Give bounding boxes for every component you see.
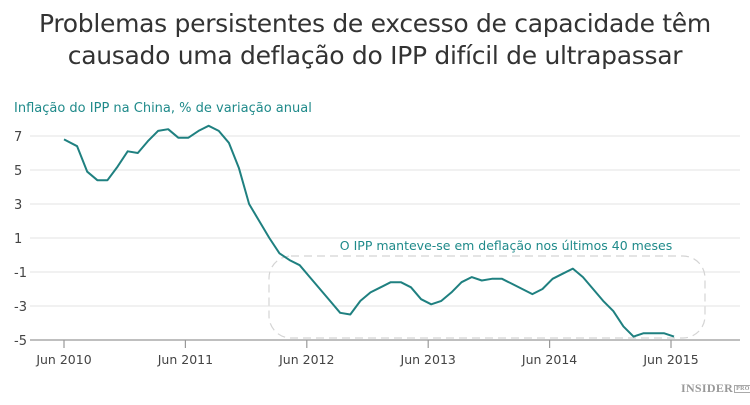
y-axis-label: Inflação do IPP na China, % de variação … <box>14 101 312 116</box>
annotation-label: O IPP manteve-se em deflação nos últimos… <box>340 238 672 253</box>
logo-sub: PRO <box>734 385 750 393</box>
insider-pro-logo: INSIDER PRO <box>681 381 750 396</box>
y-tick-label: -3 <box>14 300 27 315</box>
x-tick-label: Jun 2011 <box>157 352 213 367</box>
y-tick-label: 7 <box>14 130 22 145</box>
chart-title: Problemas persistentes de excesso de cap… <box>39 9 711 70</box>
deflation-highlight-box <box>268 255 706 339</box>
x-tick-label: Jun 2013 <box>400 352 456 367</box>
y-tick-label: -5 <box>14 334 27 349</box>
logo-text: INSIDER <box>681 381 734 395</box>
y-tick-label: -1 <box>14 266 27 281</box>
y-tick-label: 3 <box>14 198 22 213</box>
x-tick-label: Jun 2012 <box>278 352 334 367</box>
x-tick-label: Jun 2010 <box>35 352 91 367</box>
x-tick-label: Jun 2014 <box>521 352 577 367</box>
ppi-series-line <box>63 124 675 338</box>
y-tick-label: 1 <box>14 232 22 247</box>
x-tick-label: Jun 2015 <box>642 352 698 367</box>
y-tick-label: 5 <box>14 164 22 179</box>
